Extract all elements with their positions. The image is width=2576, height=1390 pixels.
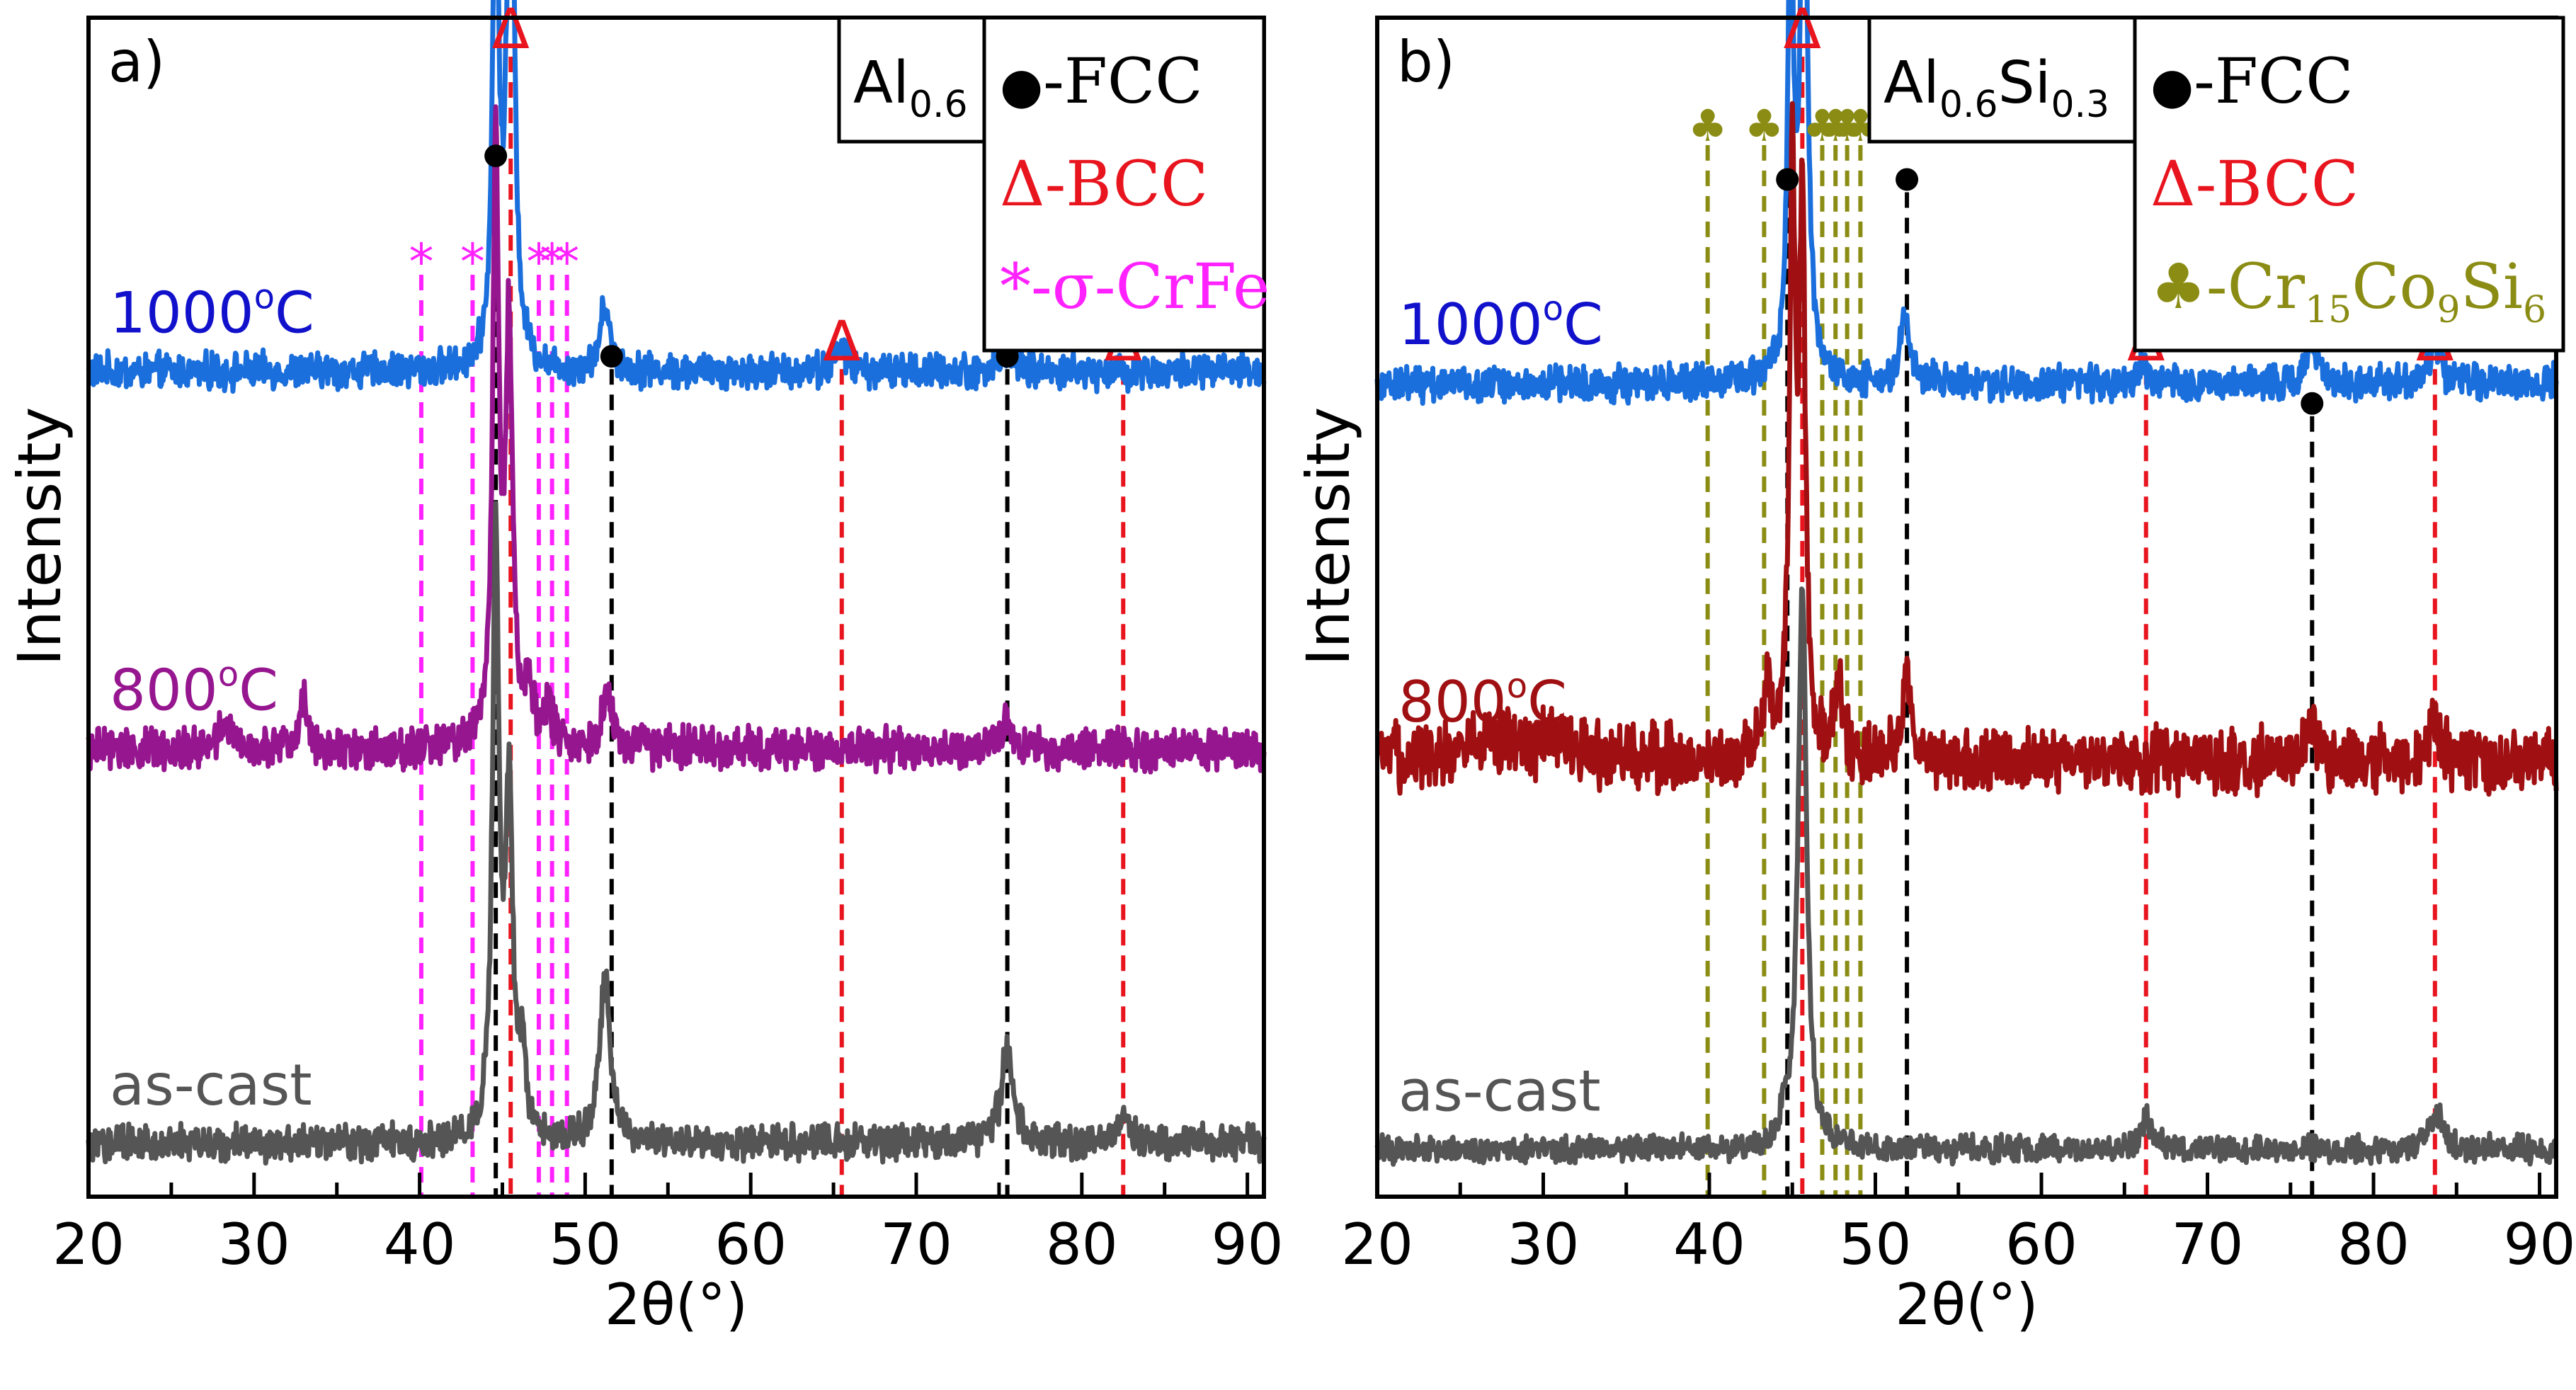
panel-label: a) [108,29,165,95]
x-tick-label: 50 [549,1212,622,1277]
x-tick-label: 60 [714,1212,787,1277]
panel-label: b) [1397,29,1455,95]
bcc-marker-4: Δ [823,310,860,374]
x-tick-label: 70 [2172,1212,2244,1277]
x-tick-label: 70 [880,1212,952,1277]
sigma-marker-9: * [540,233,564,291]
fcc-marker-2 [2301,392,2324,415]
x-tick-label: 80 [2337,1212,2410,1277]
crcosi-marker-6: ♣ [1688,100,1728,152]
legend-item-2: ♣-Cr15Co9Si6 [2150,250,2546,331]
spectrum-1000 [1374,0,2559,406]
x-tick-label: 50 [1840,1212,1912,1277]
fcc-marker-1 [600,345,623,368]
series-label-2: as-cast [1398,1058,1601,1124]
sigma-marker-8: * [526,233,551,291]
crcosi-marker-7: ♣ [1745,100,1784,152]
spectrum-as-cast [1374,586,2558,1167]
x-tick-label: 30 [218,1212,290,1277]
legend-item-1: Δ-BCC [2150,147,2359,220]
fcc-marker-1 [1896,168,1919,191]
legend-item-2: *-σ-CrFe [1000,250,1270,323]
series-label-1: 800oC [1398,666,1567,735]
panel-b: 1000oC800oCas-castΔΔΔ♣♣♣♣♣♣2030405060708… [1294,0,2575,1338]
spectrum-1000 [86,0,1267,394]
bcc-marker-3: Δ [1784,0,1821,62]
composition-label: Al0.6 [853,50,968,126]
sigma-marker-7: * [460,233,485,291]
x-tick-label: 60 [2005,1212,2078,1277]
sigma-marker-6: * [409,233,433,291]
legend-box [982,16,1266,353]
series-label-0: 1000oC [1398,289,1603,358]
fcc-marker-0 [1776,168,1799,191]
spectrum-800 [1374,101,2559,799]
x-tick-label: 40 [1673,1212,1745,1277]
y-axis-label: Intensity [1294,407,1363,666]
x-tick-label: 40 [384,1212,456,1277]
plot-frame [86,16,1266,1199]
crcosi-marker-10: ♣ [1828,100,1867,152]
sigma-marker-10: * [554,233,579,291]
x-tick-label: 30 [1508,1212,1580,1277]
legend-item-1: Δ-BCC [1000,147,1208,220]
spectrum-800 [86,104,1267,775]
series-label-1: 800oC [110,654,278,723]
legend-box [2133,16,2565,353]
legend-item-0: ●-FCC [2150,45,2354,118]
series-label-2: as-cast [110,1052,312,1118]
spectrum-as-cast [86,501,1267,1166]
bcc-marker-3: Δ [492,0,530,62]
y-axis-label: Intensity [5,407,74,666]
x-tick-label: 20 [52,1212,125,1277]
legend-item-0: ●-FCC [1000,45,1203,118]
x-axis-label: 2θ(°) [605,1272,748,1338]
fcc-marker-0 [484,144,508,168]
crcosi-marker-8: ♣ [1803,100,1842,152]
x-tick-label: 80 [1046,1212,1118,1277]
crcosi-marker-9: ♣ [1816,100,1855,152]
x-tick-label: 90 [1212,1212,1284,1277]
x-tick-label: 90 [2504,1212,2576,1277]
series-label-0: 1000oC [110,278,314,346]
composition-box [837,16,986,144]
panel-a: 1000oC800oCas-castΔΔΔ*****20304050607080… [5,0,1284,1338]
x-axis-label: 2θ(°) [1895,1272,2038,1338]
x-tick-label: 20 [1341,1212,1413,1277]
composition-label: Al0.6Si0.3 [1883,50,2109,126]
